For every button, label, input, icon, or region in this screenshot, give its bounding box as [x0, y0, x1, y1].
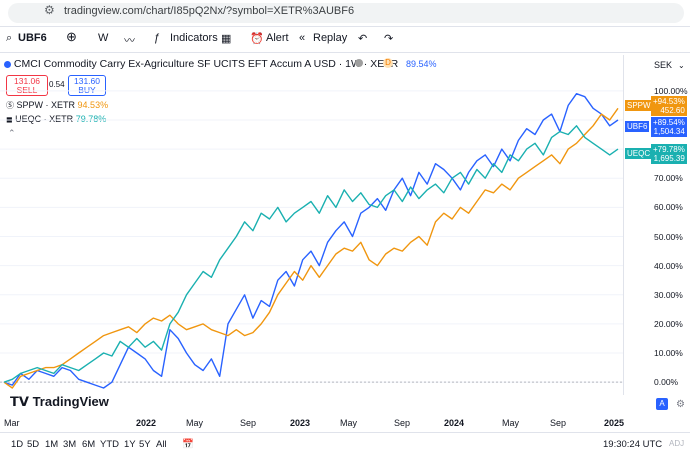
price-tag-value: 1,504.34 — [653, 127, 685, 136]
series-line-sppw[interactable] — [3, 107, 619, 389]
price-tag: +89.54% 1,504.34 — [651, 117, 687, 137]
symbol-search-icon[interactable]: ⌕ — [6, 32, 13, 44]
currency-chevron-icon[interactable]: ⌄ — [678, 61, 685, 70]
url-field[interactable] — [8, 3, 684, 23]
main-series-dot-icon — [4, 60, 11, 68]
site-info-icon[interactable]: ⚙ — [44, 3, 55, 17]
y-tick-label: 40.00% — [654, 260, 683, 271]
adj-toggle[interactable]: ADJ — [669, 439, 685, 448]
price-tag-name: UEQC — [625, 148, 653, 159]
sppw-symbol-icon: Ⓢ — [6, 101, 14, 110]
y-tick-label: 70.00% — [654, 173, 683, 184]
x-tick-label: 2025 — [604, 418, 625, 428]
logo-text: TradingView — [32, 394, 109, 409]
sell-label: SELL — [16, 84, 38, 95]
url-text[interactable]: tradingview.com/chart/I85pQ2Nx/?symbol=X… — [64, 5, 355, 17]
range-button-6m[interactable]: 6M — [82, 439, 96, 450]
y-tick-label: 60.00% — [654, 202, 683, 213]
redo-icon[interactable]: ↷ — [384, 33, 394, 45]
collapse-legend-icon[interactable]: ⌃ — [8, 128, 16, 138]
replay-button[interactable]: Replay — [313, 32, 348, 44]
price-tag-percent: +79.78% — [653, 145, 685, 154]
y-tick-label: 20.00% — [654, 318, 683, 329]
price-tag-name: UBF6 — [625, 121, 650, 132]
market-status-icon — [355, 59, 363, 67]
price-tag-percent: +89.54% — [653, 118, 685, 127]
y-tick-label: 10.00% — [654, 348, 683, 359]
chart-toolbar: ⌕ UBF6 ⊕ W 〰 ƒ Indicators ▦ ⏰ Alert « Re… — [0, 27, 690, 53]
series-line-ubf6[interactable] — [3, 93, 619, 389]
range-button-1y[interactable]: 1Y — [124, 439, 136, 450]
x-tick-label: Sep — [550, 418, 567, 428]
layouts-icon[interactable]: ▦ — [221, 33, 232, 45]
indicators-button[interactable]: Indicators — [170, 32, 218, 44]
y-tick-label: 100.00% — [654, 85, 688, 96]
x-tick-label: Sep — [240, 418, 257, 428]
price-tag-value: 452.60 — [660, 106, 685, 115]
bottom-toolbar — [0, 432, 690, 458]
price-tag: +79.78% 1,695.39 — [651, 144, 687, 164]
symbol-button[interactable]: UBF6 — [18, 32, 47, 44]
x-tick-label: 2024 — [444, 418, 465, 428]
alert-icon[interactable]: ⏰ — [250, 33, 264, 45]
compare-symbol: UEQC · XETR — [15, 114, 74, 124]
x-tick-label: May — [340, 418, 358, 428]
settings-gear-icon[interactable]: ⚙ — [676, 399, 685, 410]
clock[interactable]: 19:30:24 UTC — [603, 439, 663, 450]
x-tick-label: 2022 — [136, 418, 157, 428]
x-tick-label: Sep — [394, 418, 411, 428]
sell-button[interactable]: 131.06 SELL — [6, 75, 48, 96]
range-button-5d[interactable]: 5D — [27, 439, 40, 450]
browser-address-bar: ⚙ tradingview.com/chart/I85pQ2Nx/?symbol… — [0, 0, 690, 27]
indicators-icon[interactable]: ƒ — [154, 32, 161, 44]
x-tick-label: Mar — [4, 418, 20, 428]
buy-label: BUY — [78, 84, 96, 95]
time-axis[interactable] — [0, 412, 623, 430]
y-tick-label: 50.00% — [654, 231, 683, 242]
alert-button[interactable]: Alert — [266, 32, 289, 44]
range-button-ytd[interactable]: YTD — [100, 439, 119, 450]
y-tick-label: 0.00% — [654, 377, 679, 388]
compare-percent: 79.78% — [75, 114, 107, 124]
range-button-all[interactable]: All — [156, 439, 167, 450]
range-button-5y[interactable]: 5Y — [139, 439, 151, 450]
price-tag-percent: +94.53% — [653, 97, 685, 106]
legend-title[interactable]: CMCI Commodity Carry Ex-Agriculture SF U… — [13, 58, 399, 70]
x-tick-label: May — [502, 418, 520, 428]
legend-title-row: CMCI Commodity Carry Ex-Agriculture SF U… — [4, 58, 398, 70]
currency-label[interactable]: SEK — [654, 60, 673, 70]
x-tick-label: 2023 — [290, 418, 311, 428]
delay-badge-icon: D — [383, 58, 393, 68]
auto-scale-button[interactable]: A — [656, 398, 668, 410]
interval-button[interactable]: W — [98, 32, 109, 44]
buy-price: 131.60 — [74, 76, 100, 86]
x-tick-label: May — [186, 418, 204, 428]
price-tag-name: SPPW — [625, 100, 653, 111]
compare-symbol: SPPW · XETR — [16, 100, 76, 110]
tv-logo-icon: 𝗧𝗩 — [10, 394, 29, 409]
price-tag: +94.53% 452.60 — [651, 96, 687, 116]
tradingview-logo[interactable]: 𝗧𝗩 TradingView — [10, 394, 109, 410]
replay-icon[interactable]: « — [299, 32, 306, 44]
spread-value: 0.54 — [49, 80, 65, 89]
range-button-3m[interactable]: 3M — [63, 439, 77, 450]
compare-percent: 94.53% — [77, 100, 109, 110]
chart-type-icon[interactable]: 〰 — [124, 35, 135, 47]
price-axis[interactable] — [623, 55, 690, 395]
compare-add-icon[interactable]: ⊕ — [66, 29, 77, 44]
price-tag-value: 1,695.39 — [653, 154, 685, 163]
compare-row-sppw[interactable]: Ⓢ SPPW · XETR 94.53% — [6, 100, 108, 111]
chart-plot[interactable] — [0, 55, 623, 395]
undo-icon[interactable]: ↶ — [358, 33, 368, 45]
range-button-1d[interactable]: 1D — [11, 439, 24, 450]
range-button-1m[interactable]: 1M — [45, 439, 59, 450]
series-line-ueqc[interactable] — [3, 125, 619, 383]
y-tick-label: 30.00% — [654, 289, 683, 300]
main-percent: 89.54% — [406, 59, 437, 69]
goto-date-icon[interactable]: 📅 — [182, 439, 194, 450]
sell-price: 131.06 — [14, 76, 40, 86]
buy-button[interactable]: 131.60 BUY — [68, 75, 106, 96]
